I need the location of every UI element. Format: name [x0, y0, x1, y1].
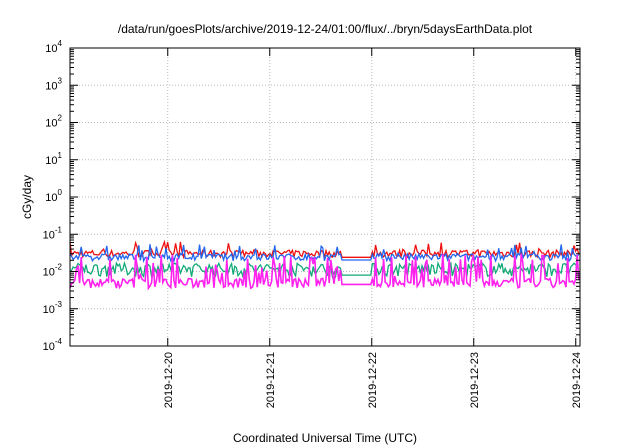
- y-tick-label: 10-3: [43, 300, 63, 316]
- chart-title: /data/run/goesPlots/archive/2019-12-24/0…: [118, 22, 533, 36]
- series-group: [69, 239, 580, 291]
- y-tick-label: 102: [45, 114, 62, 130]
- y-tick-label: 10-1: [43, 225, 63, 241]
- y-tick-label: 101: [45, 151, 62, 167]
- x-axis: 2019-12-20 2019-12-21 2019-12-22 2019-12-23…: [163, 48, 583, 408]
- y-axis-label: cGy/day: [20, 175, 34, 219]
- grid: [70, 48, 580, 346]
- series-line: [69, 253, 580, 291]
- x-tick-label: 2019-12-21: [265, 352, 277, 408]
- y-tick-label: 104: [45, 39, 62, 55]
- y-tick-label: 103: [45, 76, 62, 92]
- series-line: [69, 244, 580, 264]
- x-tick-label: 2019-12-20: [163, 352, 175, 408]
- x-tick-label: 2019-12-24: [571, 352, 583, 408]
- y-tick-label: 10-4: [43, 337, 63, 353]
- y-tick-label: 100: [45, 188, 62, 204]
- series-line: [69, 239, 580, 260]
- series-line: [69, 260, 580, 280]
- y-axis: 10-4 10-3 10-2 10-1 100 101 102 103 104: [43, 39, 580, 353]
- x-axis-label: Coordinated Universal Time (UTC): [233, 431, 417, 445]
- x-tick-label: 2019-12-22: [367, 352, 379, 408]
- y-tick-label: 10-2: [43, 263, 63, 279]
- x-tick-label: 2019-12-23: [469, 352, 481, 408]
